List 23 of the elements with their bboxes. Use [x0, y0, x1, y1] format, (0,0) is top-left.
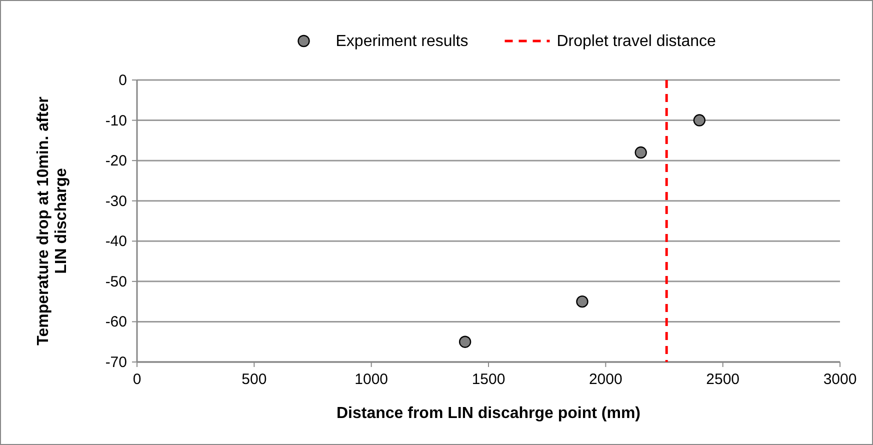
point — [576, 295, 588, 308]
x-tick-label: 2000 — [588, 371, 622, 388]
y-tick-label: -50 — [105, 273, 127, 290]
legend-label: Experiment results — [336, 33, 468, 50]
x-tick-label: 1500 — [472, 371, 506, 388]
point — [634, 146, 647, 159]
x-axis-title: Distance from LIN discahrge point (mm) — [336, 405, 641, 422]
x-tick-label: 2500 — [706, 371, 740, 388]
y-tick-label: -40 — [105, 233, 127, 250]
y-tick-label: -70 — [105, 354, 127, 371]
legend-label: Droplet travel distance — [556, 33, 716, 50]
point — [693, 114, 706, 126]
y-axis-title: Temperature drop at 10min. after LIN discharge — [35, 96, 70, 346]
x-tick-label: 1000 — [354, 371, 388, 388]
y-tick-label: -30 — [105, 192, 127, 210]
point — [458, 336, 472, 348]
y-tick-label: -60 — [105, 314, 127, 331]
x-tick-label: 3000 — [823, 371, 857, 388]
y-tick-label: 0 — [118, 72, 127, 89]
x-tick-label: 0 — [132, 371, 142, 388]
x-tick-label: 500 — [242, 371, 267, 388]
y-tick-label: -10 — [105, 112, 127, 130]
y-tick-label: -20 — [105, 152, 127, 170]
